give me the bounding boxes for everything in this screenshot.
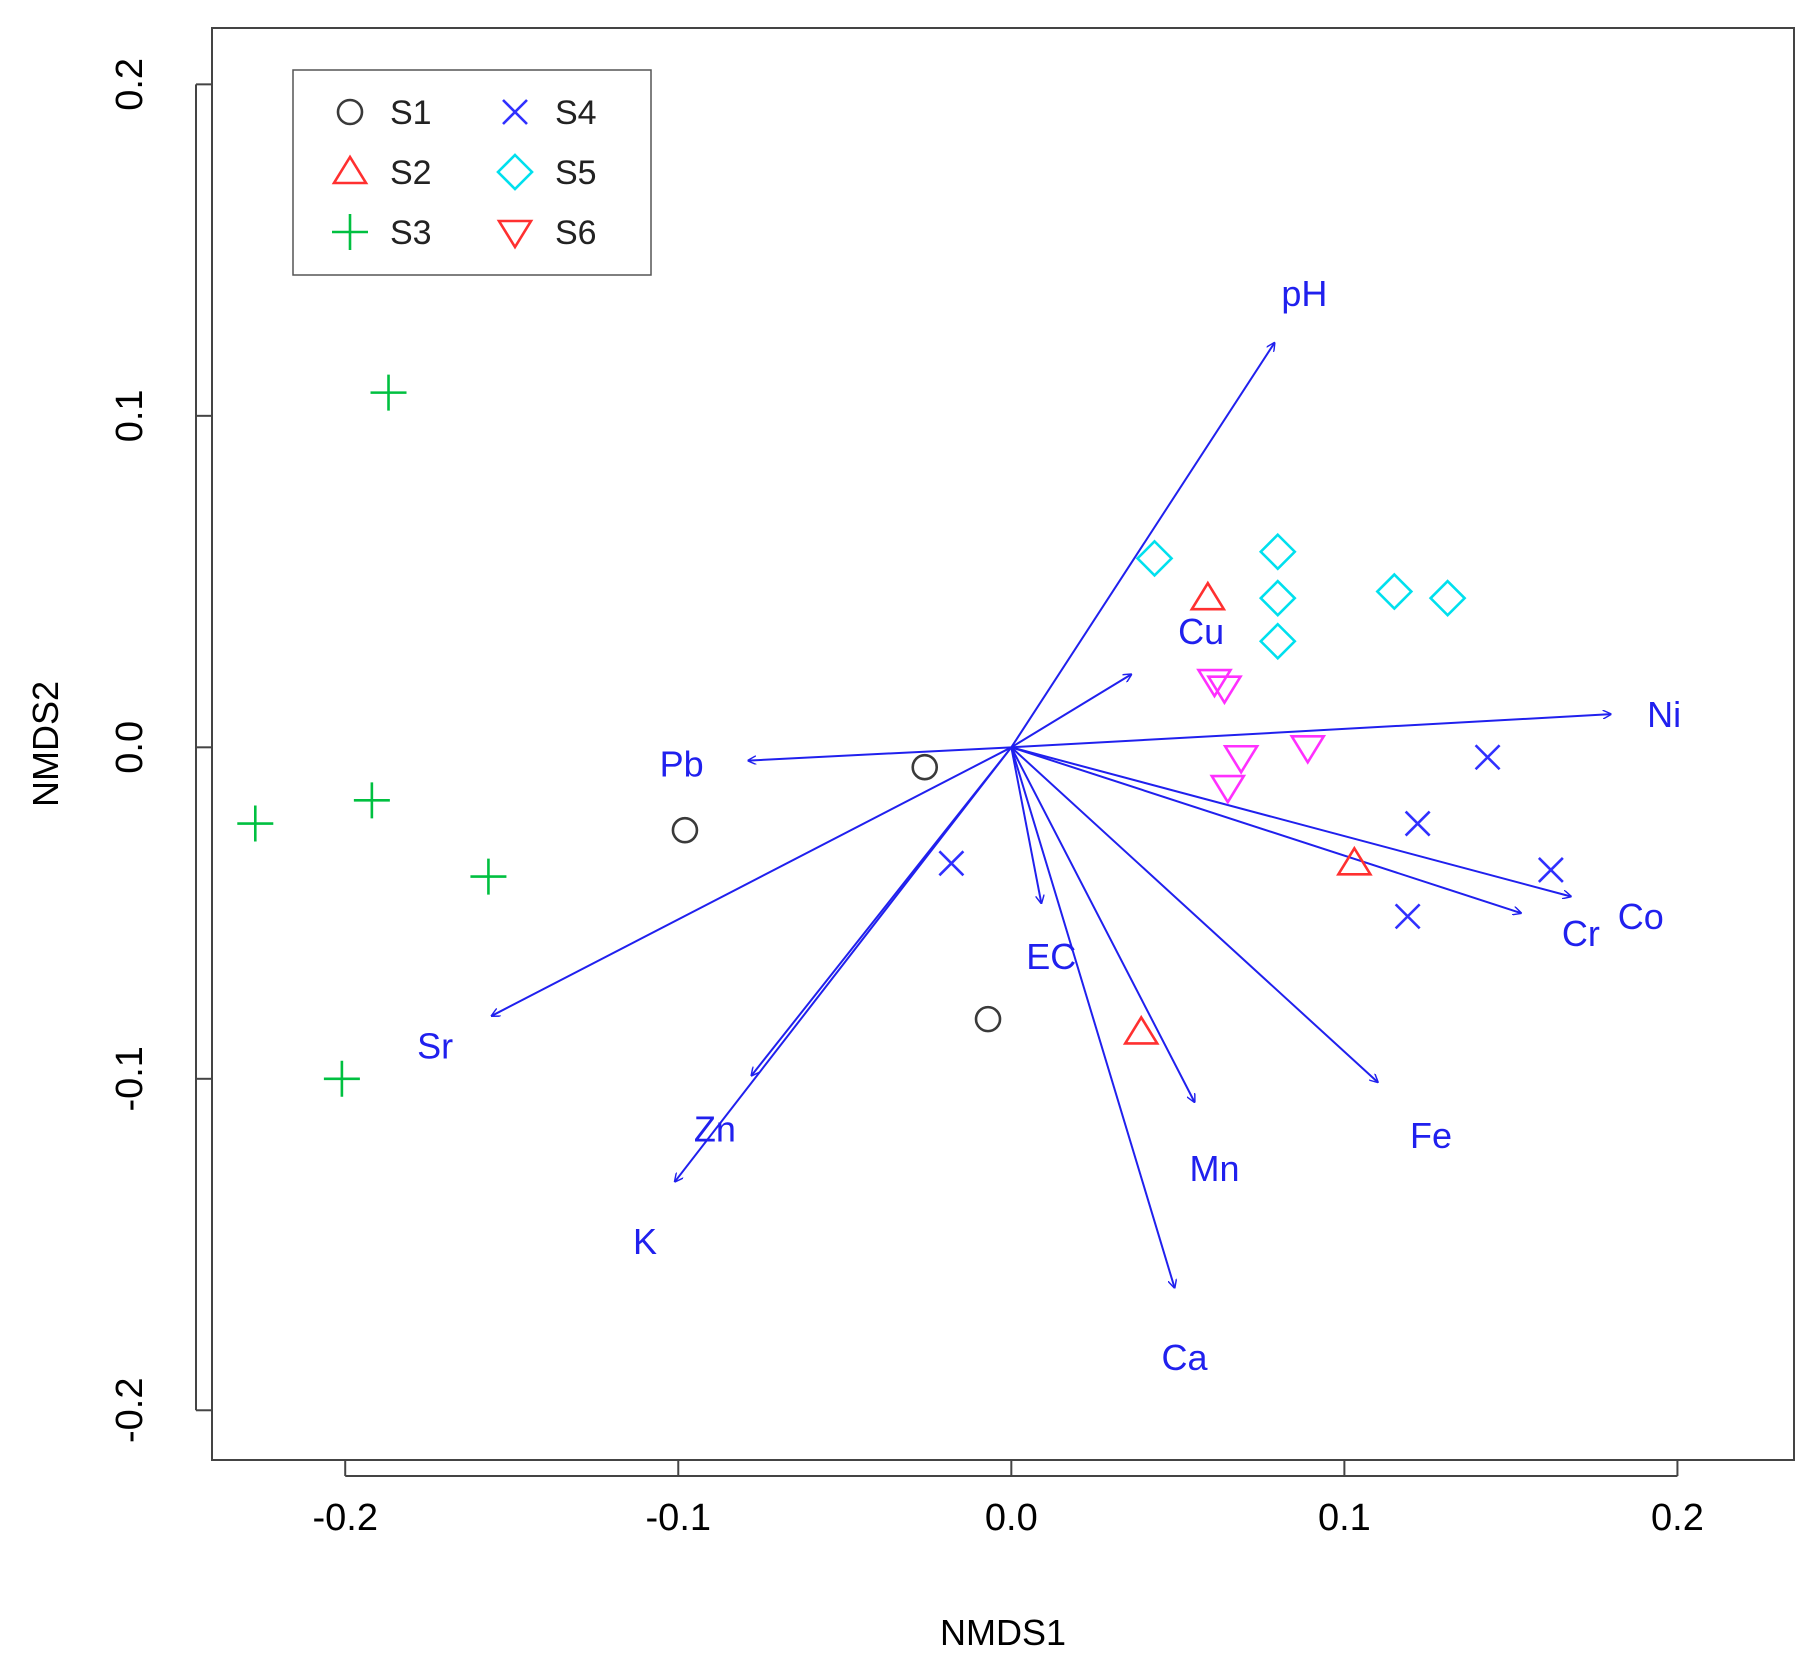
point-s3 [353,782,390,819]
vector-label-ni: Ni [1647,694,1681,735]
vector-arrow-cr [1011,746,1521,913]
point-s6 [1289,735,1327,765]
vector-label-cu: Cu [1178,611,1224,652]
legend-label-s4: S4 [555,94,597,132]
vector-arrow-fe [1010,746,1377,1082]
vector-label-co: Co [1618,896,1664,937]
point-s4 [1404,810,1431,837]
y-tick-label: 0.0 [109,721,151,774]
legend: S1 S2 S3 S4 S5 S6 [292,69,652,276]
vector-label-ec: EC [1026,936,1076,977]
legend-marker-s1 [336,98,364,126]
point-s4 [1394,903,1421,930]
x-tick-label: -0.2 [312,1497,377,1539]
point-s5 [1375,572,1414,611]
vector-label-k: K [633,1221,657,1262]
legend-label-s1: S1 [390,94,432,132]
vector-label-sr: Sr [417,1025,453,1066]
vector-label-ca: Ca [1161,1337,1208,1378]
vector-label-fe: Fe [1410,1115,1452,1156]
legend-marker-s4 [502,99,528,125]
point-s6 [1206,675,1243,706]
environmental-vectors: pHCuNiPbCoCrECFeMnCaSrZnK [417,273,1681,1378]
sample-points [237,374,1564,1097]
vector-arrow-mn [1010,746,1194,1102]
legend-label-s5: S5 [555,154,597,192]
vector-arrow-co [1011,746,1571,896]
y-tick-label: -0.2 [109,1378,151,1443]
point-s3 [370,374,407,411]
vector-arrow-k [675,746,1013,1181]
point-s3 [237,805,274,842]
y-axis: -0.2 -0.1 0.0 0.1 0.2 [109,58,212,1443]
point-s1 [671,816,699,844]
vector-arrow-ni [1011,714,1610,749]
point-s2 [1189,580,1227,611]
legend-label-s3: S3 [390,214,432,252]
point-s5 [1258,532,1297,571]
legend-label-s6: S6 [555,214,597,252]
x-tick-label: -0.1 [646,1497,711,1539]
point-s6 [1209,774,1247,805]
vector-arrow-ph [1010,343,1274,748]
vector-label-mn: Mn [1189,1148,1239,1189]
x-tick-label: 0.1 [1318,1497,1371,1539]
point-s4 [938,850,965,877]
y-tick-label: 0.2 [109,58,151,111]
legend-marker-s5 [496,153,534,191]
vector-label-cr: Cr [1562,913,1600,954]
x-tick-label: 0.0 [985,1497,1038,1539]
point-s4 [1537,857,1564,883]
point-s6 [1222,744,1260,775]
vector-arrow-sr [492,746,1012,1016]
point-s5 [1135,539,1174,578]
y-tick-label: -0.1 [109,1046,151,1111]
point-s5 [1428,579,1467,617]
vector-arrow-cu [1010,674,1131,749]
point-s5 [1258,579,1297,617]
point-s4 [1474,744,1501,771]
vector-arrow-ec [1010,747,1041,903]
point-s3 [323,1060,360,1097]
y-axis-title: NMDS2 [25,681,66,807]
legend-marker-s3 [332,214,368,250]
x-axis: -0.2 -0.1 0.0 0.1 0.2 [312,1460,1704,1539]
point-s1 [974,1005,1002,1033]
y-tick-label: 0.1 [109,389,151,442]
point-s3 [470,858,507,895]
vector-arrow-pb [748,746,1012,760]
x-axis-title: NMDS1 [940,1612,1066,1653]
vector-label-pb: Pb [660,744,704,785]
plot-frame [211,27,1795,1461]
legend-box [292,69,652,276]
x-tick-label: 0.2 [1651,1497,1704,1539]
legend-marker-s2 [331,154,369,185]
legend-marker-s6 [496,219,534,250]
point-s2 [1122,1014,1160,1045]
point-s2 [1336,845,1373,876]
vector-arrow-ca [1010,747,1174,1287]
legend-label-s2: S2 [390,154,432,192]
vector-label-ph: pH [1281,273,1327,314]
point-s6 [1196,668,1233,699]
point-s5 [1258,622,1297,661]
point-s1 [911,753,939,781]
